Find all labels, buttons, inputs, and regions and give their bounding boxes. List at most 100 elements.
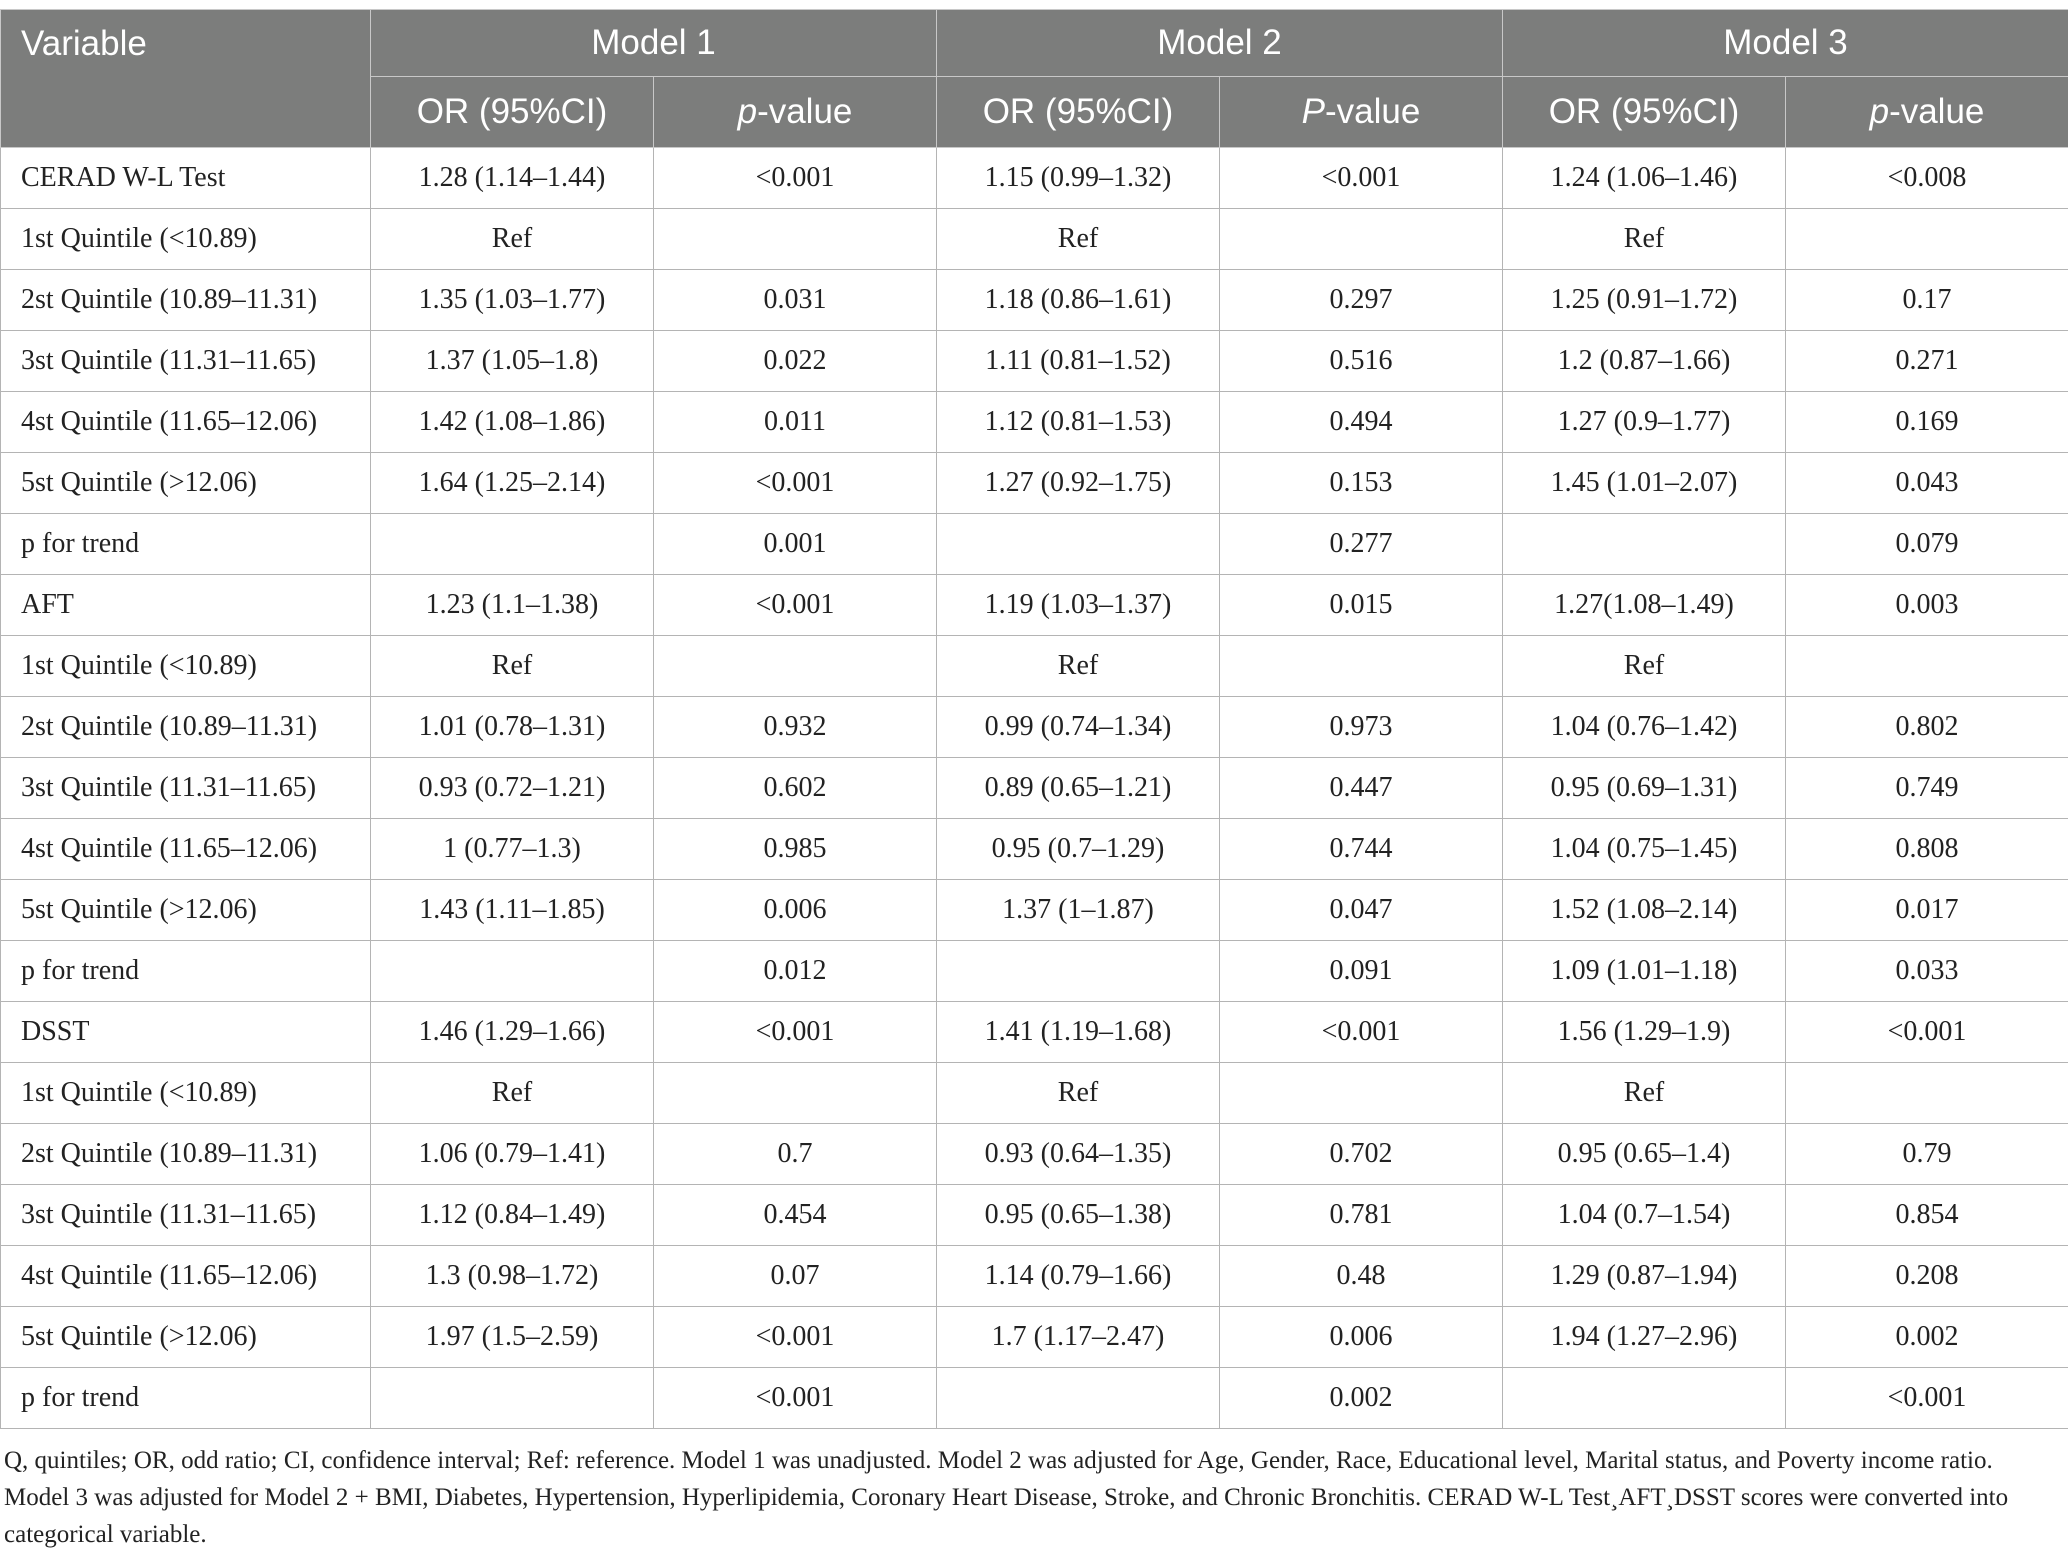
model-2-p-cell: 0.297 — [1219, 269, 1503, 331]
model-2-p-cell: 0.781 — [1219, 1184, 1503, 1246]
table-row: 4st Quintile (11.65–12.06) 1.3 (0.98–1.72… — [0, 1245, 2068, 1307]
model-1-or-cell: 1.12 (0.84–1.49) — [370, 1184, 654, 1246]
model-2-or-cell: 1.14 (0.79–1.66) — [936, 1245, 1220, 1307]
model-3-p-cell: <0.008 — [1785, 147, 2068, 209]
model-1-p-cell: 0.985 — [653, 818, 937, 880]
table-row: p for trend 0.012 0.091 1.09 (1.01–1.18) 0.0… — [0, 940, 2068, 1002]
model-2-p-cell: <0.001 — [1219, 147, 1503, 209]
model-3-p-cell: 0.79 — [1785, 1123, 2068, 1185]
model-2-or-cell: 1.11 (0.81–1.52) — [936, 330, 1220, 392]
model-2-p-cell: 0.002 — [1219, 1367, 1503, 1429]
header-row-stats: OR (95%CI) p-value OR (95%CI) P-value OR… — [1, 76, 2068, 148]
model-2-or-cell: 1.7 (1.17–2.47) — [936, 1306, 1220, 1368]
model-1-or-cell: 1.3 (0.98–1.72) — [370, 1245, 654, 1307]
variable-cell: 2st Quintile (10.89–11.31) — [0, 696, 371, 758]
model-1-p-cell: 0.932 — [653, 696, 937, 758]
p-suffix: -value — [1325, 92, 1421, 131]
model-3-or-cell: 1.24 (1.06–1.46) — [1502, 147, 1786, 209]
table-row: 1st Quintile (<10.89) Ref Ref Ref — [0, 208, 2068, 270]
model-3-or-cell — [1502, 1367, 1786, 1429]
p-letter: p — [1869, 92, 1890, 131]
model-3-p-header: p-value — [1785, 76, 2068, 148]
model-2-p-cell: 0.494 — [1219, 391, 1503, 453]
model-2-or-cell: 1.27 (0.92–1.75) — [936, 452, 1220, 514]
model-2-p-cell: 0.153 — [1219, 452, 1503, 514]
table-row: 3st Quintile (11.31–11.65) 1.37 (1.05–1.8… — [0, 330, 2068, 392]
model-2-p-cell — [1219, 635, 1503, 697]
model-1-p-cell: 0.011 — [653, 391, 937, 453]
model-3-p-cell: <0.001 — [1785, 1367, 2068, 1429]
table-row: 3st Quintile (11.31–11.65) 1.12 (0.84–1.4… — [0, 1184, 2068, 1246]
table-row: 5st Quintile (>12.06) 1.43 (1.11–1.85) 0.0… — [0, 879, 2068, 941]
model-1-p-cell — [653, 635, 937, 697]
model-2-p-cell: 0.006 — [1219, 1306, 1503, 1368]
model-1-p-cell: <0.001 — [653, 147, 937, 209]
model-3-or-cell: Ref — [1502, 1062, 1786, 1124]
model-2-p-header: P-value — [1219, 76, 1503, 148]
model-3-p-cell: 0.033 — [1785, 940, 2068, 1002]
model-3-or-cell: 1.56 (1.29–1.9) — [1502, 1001, 1786, 1063]
model-3-or-cell: 1.04 (0.75–1.45) — [1502, 818, 1786, 880]
table-row: 4st Quintile (11.65–12.06) 1.42 (1.08–1.8… — [0, 391, 2068, 453]
model-2-p-cell: 0.277 — [1219, 513, 1503, 575]
model-1-p-cell: 0.006 — [653, 879, 937, 941]
model-1-or-cell: 1.37 (1.05–1.8) — [370, 330, 654, 392]
model-2-p-cell: 0.047 — [1219, 879, 1503, 941]
variable-cell: 3st Quintile (11.31–11.65) — [0, 1184, 371, 1246]
variable-cell: 5st Quintile (>12.06) — [0, 452, 371, 514]
variable-cell: 1st Quintile (<10.89) — [0, 1062, 371, 1124]
model-3-p-cell: 0.271 — [1785, 330, 2068, 392]
model-2-header: Model 2 — [936, 9, 1503, 77]
model-3-or-cell: 1.94 (1.27–2.96) — [1502, 1306, 1786, 1368]
model-3-or-cell: Ref — [1502, 208, 1786, 270]
model-3-p-cell — [1785, 635, 2068, 697]
model-2-or-cell: 1.37 (1–1.87) — [936, 879, 1220, 941]
model-1-p-cell: 0.7 — [653, 1123, 937, 1185]
variable-cell: 1st Quintile (<10.89) — [0, 635, 371, 697]
model-1-p-cell — [653, 1062, 937, 1124]
model-3-p-cell: 0.003 — [1785, 574, 2068, 636]
model-2-or-cell — [936, 940, 1220, 1002]
model-3-or-cell: 1.09 (1.01–1.18) — [1502, 940, 1786, 1002]
variable-cell: 4st Quintile (11.65–12.06) — [0, 1245, 371, 1307]
variable-cell: 5st Quintile (>12.06) — [0, 879, 371, 941]
model-3-p-cell: 0.002 — [1785, 1306, 2068, 1368]
model-2-or-cell: Ref — [936, 1062, 1220, 1124]
variable-cell: 3st Quintile (11.31–11.65) — [0, 757, 371, 819]
variable-cell: 2st Quintile (10.89–11.31) — [0, 269, 371, 331]
variable-cell: DSST — [0, 1001, 371, 1063]
model-3-or-cell: 1.27 (0.9–1.77) — [1502, 391, 1786, 453]
model-2-or-cell: 1.19 (1.03–1.37) — [936, 574, 1220, 636]
variable-cell: 5st Quintile (>12.06) — [0, 1306, 371, 1368]
table-row: 2st Quintile (10.89–11.31) 1.35 (1.03–1.7… — [0, 269, 2068, 331]
model-3-or-cell: 1.52 (1.08–2.14) — [1502, 879, 1786, 941]
model-3-p-cell: 0.079 — [1785, 513, 2068, 575]
table-body: CERAD W-L Test 1.28 (1.14–1.44) <0.001 1.15… — [0, 147, 2068, 1429]
model-1-or-cell — [370, 1367, 654, 1429]
model-2-p-cell: <0.001 — [1219, 1001, 1503, 1063]
model-1-or-cell: 1.01 (0.78–1.31) — [370, 696, 654, 758]
table-row: AFT 1.23 (1.1–1.38) <0.001 1.19 (1.03–1.37)… — [0, 574, 2068, 636]
model-1-or-cell: 1.42 (1.08–1.86) — [370, 391, 654, 453]
table-row: 1st Quintile (<10.89) Ref Ref Ref — [0, 1062, 2068, 1124]
model-2-p-cell: 0.091 — [1219, 940, 1503, 1002]
variable-cell: 4st Quintile (11.65–12.06) — [0, 818, 371, 880]
model-2-p-cell: 0.973 — [1219, 696, 1503, 758]
model-1-p-cell: 0.012 — [653, 940, 937, 1002]
model-1-or-cell: 1.46 (1.29–1.66) — [370, 1001, 654, 1063]
model-1-p-cell: <0.001 — [653, 1367, 937, 1429]
model-1-or-cell: 1.23 (1.1–1.38) — [370, 574, 654, 636]
model-3-or-cell: 0.95 (0.65–1.4) — [1502, 1123, 1786, 1185]
model-3-or-cell: Ref — [1502, 635, 1786, 697]
model-2-p-cell — [1219, 1062, 1503, 1124]
model-2-or-header: OR (95%CI) — [936, 76, 1220, 148]
p-letter: p — [737, 92, 758, 131]
variable-cell: 1st Quintile (<10.89) — [0, 208, 371, 270]
model-2-or-cell — [936, 1367, 1220, 1429]
model-2-p-cell: 0.744 — [1219, 818, 1503, 880]
model-1-p-cell: <0.001 — [653, 452, 937, 514]
model-1-p-cell: 0.001 — [653, 513, 937, 575]
model-3-or-cell: 1.27(1.08–1.49) — [1502, 574, 1786, 636]
table-row: DSST 1.46 (1.29–1.66) <0.001 1.41 (1.19–1.6… — [0, 1001, 2068, 1063]
model-1-p-cell — [653, 208, 937, 270]
